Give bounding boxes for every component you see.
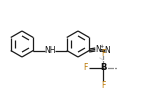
- Text: F: F: [101, 49, 105, 58]
- Text: +: +: [99, 44, 104, 50]
- Text: F: F: [83, 64, 87, 72]
- Text: N: N: [95, 45, 101, 54]
- Text: N: N: [104, 46, 110, 55]
- Text: F: F: [101, 80, 105, 90]
- Text: B: B: [100, 64, 106, 72]
- Text: NH: NH: [44, 46, 56, 55]
